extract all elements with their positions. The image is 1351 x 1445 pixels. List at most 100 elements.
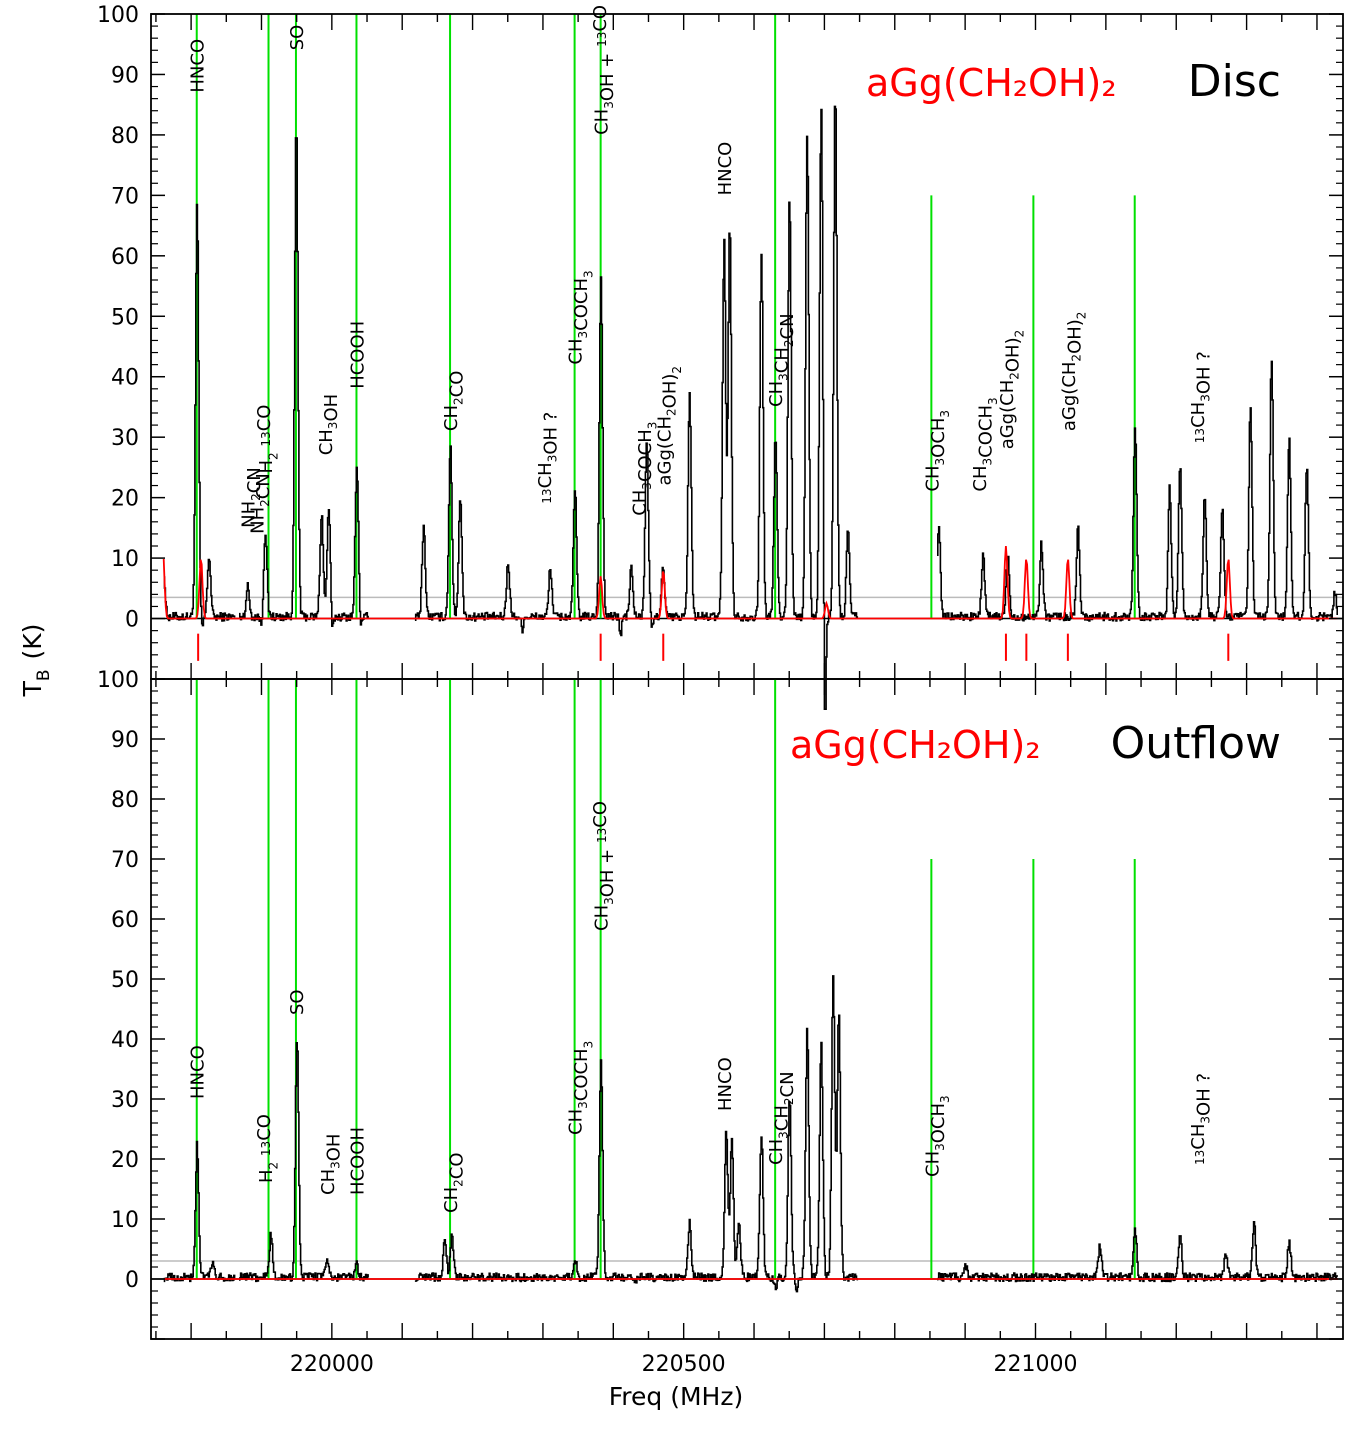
line-annotation-text: CH3COCH3	[566, 270, 596, 364]
y-tick-label: 20	[111, 487, 139, 512]
line-annotation: HNCO	[188, 1045, 209, 1099]
y-tick-label: 20	[111, 1148, 139, 1173]
y-tick-label: 0	[125, 608, 139, 633]
line-annotation-text: HNCO	[715, 142, 736, 196]
line-annotation: SO	[287, 25, 308, 51]
line-annotation: CH3COCH3	[566, 1041, 596, 1135]
line-annotation: H2 13CO	[254, 1114, 282, 1183]
y-axis-label: TB (K)	[18, 624, 54, 698]
line-annotation-text: CH2CO	[441, 371, 467, 432]
line-annotation-text: CH2CO	[441, 1153, 467, 1214]
line-annotation: CH2CO	[441, 1153, 467, 1214]
line-annotation-text: H2 13CO	[254, 1114, 282, 1183]
y-axis-label-main: T	[18, 680, 47, 697]
line-annotation-text: NH2CN	[248, 473, 274, 534]
line-annotation: CH3CH2CN	[766, 313, 798, 407]
y-tick-label: 50	[111, 305, 139, 330]
y-tick-label: 70	[111, 848, 139, 873]
line-annotation: aGg(CH2OH)2	[1059, 312, 1089, 432]
observed-spectrum	[937, 1221, 1338, 1283]
line-annotation: NH2CN	[238, 467, 264, 528]
line-annotation-text: CH3COCH3	[566, 1041, 596, 1135]
line-annotation-text: HCOOH	[348, 1127, 369, 1195]
line-annotation-text: SO	[287, 989, 308, 1015]
line-annotation-text: aGg(CH2OH)2	[1059, 312, 1089, 432]
y-tick-label: 100	[97, 668, 139, 693]
line-annotation-text: HCOOH	[348, 321, 369, 389]
y-tick-label: 10	[111, 547, 139, 572]
line-annotation: CH3OH	[316, 394, 342, 455]
line-annotation-text: CH3COCH3	[630, 422, 660, 516]
y-tick-label: 90	[111, 728, 139, 753]
model-legend-label: aGg(CH₂OH)₂	[790, 723, 1041, 767]
line-annotation-text: CH3CH2CN	[766, 313, 798, 407]
line-annotation-text: CH3OCH3	[922, 1095, 952, 1177]
line-annotation-text: SO	[287, 25, 308, 51]
y-tick-label: 30	[111, 1088, 139, 1113]
line-annotation: CH3OH + 13CO	[590, 801, 618, 931]
y-tick-label: 70	[111, 184, 139, 209]
x-tick-label: 220000	[290, 1352, 374, 1377]
line-annotation: HCOOH	[348, 321, 369, 389]
plot-frame	[150, 678, 1344, 1340]
line-annotation: CH2CO	[441, 371, 467, 432]
panel-title: Disc	[1188, 56, 1281, 107]
line-annotation-text: CH3CH2CN	[766, 1071, 798, 1165]
line-annotation-text: aGg(CH2OH)2	[997, 330, 1027, 450]
y-tick-label: 60	[111, 245, 139, 270]
line-annotation: NH2CN	[248, 473, 274, 534]
line-annotation: CH3CH2CN	[766, 1071, 798, 1165]
line-annotation: HNCO	[715, 1057, 736, 1111]
line-annotation: HNCO	[188, 39, 209, 93]
panel-title: Outflow	[1111, 718, 1281, 769]
observed-spectrum	[414, 105, 859, 710]
model-spectrum	[162, 545, 1338, 620]
line-annotation: 13CH3OH ?	[535, 412, 561, 504]
x-axis-label: Freq (MHz)	[609, 1382, 744, 1411]
line-annotation: CH3OH	[318, 1134, 344, 1195]
y-tick-label: 80	[111, 788, 139, 813]
line-annotation: H2 13CO	[254, 405, 280, 474]
y-axis-label-sub: B	[34, 669, 54, 681]
line-annotation: CH3COCH3	[566, 270, 596, 364]
line-annotation-text: CH3OH + 13CO	[590, 801, 618, 931]
y-tick-label: 0	[125, 1268, 139, 1293]
observed-spectrum	[937, 360, 1338, 622]
model-legend-label: aGg(CH₂OH)₂	[866, 61, 1117, 105]
y-tick-label: 50	[111, 968, 139, 993]
line-annotation-text: CH3OH + 13CO	[590, 5, 618, 135]
line-annotation-text: CH3OH	[318, 1134, 344, 1195]
y-tick-label: 10	[111, 1208, 139, 1233]
y-tick-label: 90	[111, 63, 139, 88]
line-annotation-text: CH3COCH3	[970, 397, 1000, 491]
line-annotation: aGg(CH2OH)2	[654, 366, 684, 486]
y-tick-label: 60	[111, 908, 139, 933]
outflow-panel: HNCO H2 13CO SO CH3OH HCOOH CH2CO CH3COCH3 CH3O…	[97, 668, 1344, 1377]
plot-frame	[150, 13, 1344, 680]
x-tick-label: 221000	[994, 1352, 1078, 1377]
y-tick-label: 100	[97, 3, 139, 28]
line-annotation-text: aGg(CH2OH)2	[654, 366, 684, 486]
y-tick-label: 30	[111, 426, 139, 451]
line-annotation: SO	[287, 989, 308, 1015]
line-annotation: HCOOH	[348, 1127, 369, 1195]
observed-spectrum	[239, 1042, 369, 1283]
line-annotation-text: NH2CN	[238, 467, 264, 528]
y-tick-label: 80	[111, 124, 139, 149]
line-annotation-text: HNCO	[715, 1057, 736, 1111]
line-annotation: CH3COCH3	[630, 422, 660, 516]
y-axis-label-unit: (K)	[18, 624, 47, 660]
observed-spectrum	[414, 975, 859, 1293]
x-tick-label: 220500	[642, 1352, 726, 1377]
svg-text:TB(K): TB (K)	[18, 624, 54, 698]
line-annotation-text: 13CH3OH ?	[1188, 351, 1214, 443]
line-annotation: CH3COCH3	[970, 397, 1000, 491]
line-annotation-text: 13CH3OH ?	[535, 412, 561, 504]
line-annotation: CH3OCH3	[922, 1095, 952, 1177]
line-annotation-text: HNCO	[188, 1045, 209, 1099]
line-annotation: aGg(CH2OH)2	[997, 330, 1027, 450]
line-annotation: HNCO	[715, 142, 736, 196]
line-annotation-text: 13CH3OH ?	[1188, 1073, 1214, 1165]
